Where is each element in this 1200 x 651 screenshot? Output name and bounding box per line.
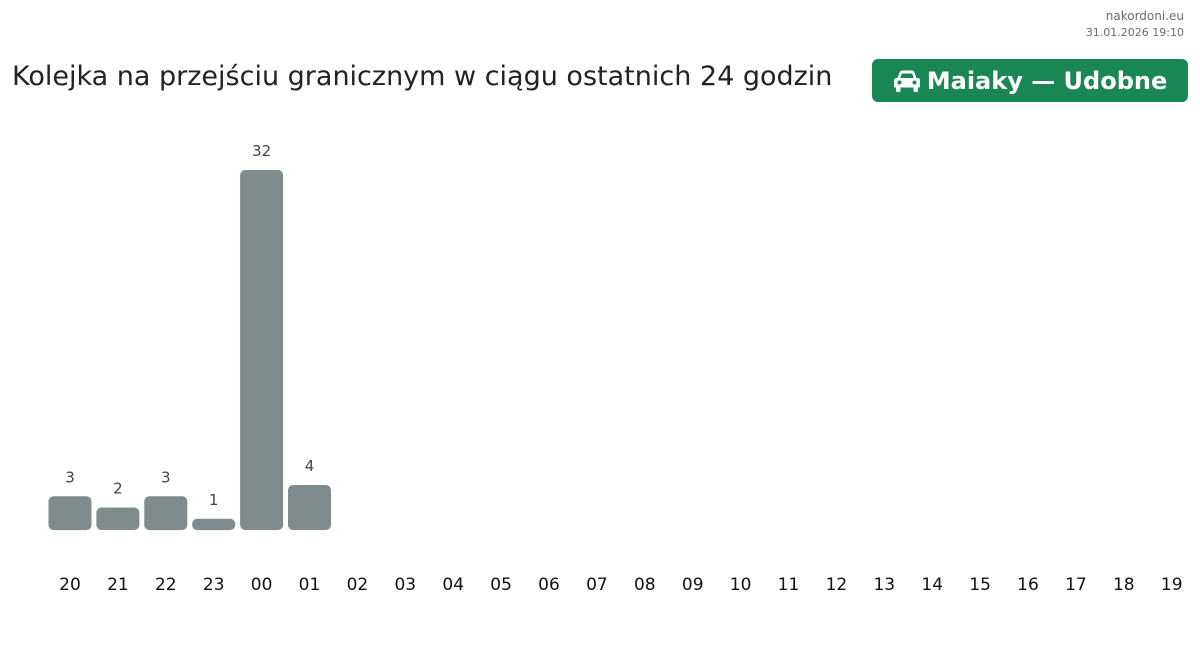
- bar-21: [96, 507, 140, 530]
- x-tick-09: 09: [682, 575, 704, 595]
- x-tick-10: 10: [730, 575, 752, 595]
- x-tick-18: 18: [1113, 575, 1135, 595]
- data-label-20: 3: [65, 468, 75, 486]
- crossing-badge: Maiaky — Udobne: [872, 59, 1188, 102]
- x-tick-14: 14: [921, 575, 943, 595]
- x-tick-15: 15: [969, 575, 991, 595]
- x-tick-05: 05: [490, 575, 512, 595]
- x-tick-17: 17: [1065, 575, 1087, 595]
- x-tick-08: 08: [634, 575, 656, 595]
- badge-label: Maiaky — Udobne: [926, 66, 1168, 95]
- x-tick-23: 23: [203, 575, 225, 595]
- timestamp: 31.01.2026 19:10: [1085, 26, 1184, 39]
- x-tick-01: 01: [299, 575, 321, 595]
- x-tick-20: 20: [59, 575, 81, 595]
- x-tick-07: 07: [586, 575, 608, 595]
- x-tick-13: 13: [873, 575, 895, 595]
- data-label-22: 3: [161, 468, 171, 486]
- data-label-21: 2: [113, 480, 123, 498]
- x-tick-19: 19: [1161, 575, 1183, 595]
- x-tick-11: 11: [778, 575, 800, 595]
- data-label-00: 32: [252, 142, 271, 160]
- bar-23: [192, 518, 236, 531]
- bar-22: [144, 496, 188, 531]
- x-tick-04: 04: [442, 575, 464, 595]
- x-tick-03: 03: [394, 575, 416, 595]
- x-tick-21: 21: [107, 575, 129, 595]
- bar-00: [240, 170, 284, 530]
- data-label-23: 1: [209, 491, 219, 509]
- bar-20: [48, 496, 92, 531]
- chart-title: Kolejka na przejściu granicznym w ciągu …: [12, 61, 833, 92]
- car-icon: [893, 70, 920, 92]
- x-tick-02: 02: [347, 575, 369, 595]
- x-tick-06: 06: [538, 575, 560, 595]
- bar-01: [288, 485, 331, 530]
- x-tick-00: 00: [251, 575, 273, 595]
- x-tick-12: 12: [826, 575, 848, 595]
- x-tick-22: 22: [155, 575, 177, 595]
- site-name: nakordoni.eu: [1105, 9, 1184, 23]
- data-label-01: 4: [305, 457, 315, 475]
- x-tick-16: 16: [1017, 575, 1039, 595]
